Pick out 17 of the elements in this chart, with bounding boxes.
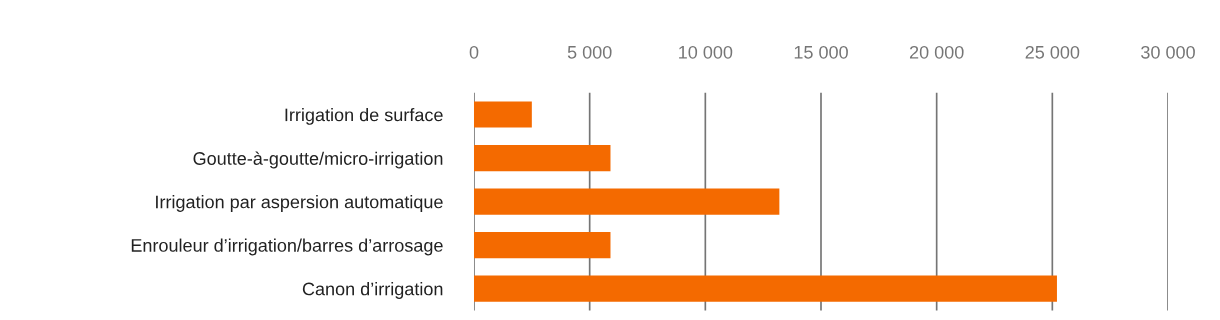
y-tick-label: Irrigation par aspersion automatique [156,195,443,212]
y-tick-label: Enrouleur d’irrigation/barres d’arrosage [131,238,443,256]
bar [474,188,780,215]
x-tick-label: 20 000 [909,45,964,59]
x-tick-label: 0 [469,45,479,59]
x-tick-label: 5 000 [567,45,612,59]
y-tick-label: Goutte-à-goutte/micro-irrigation [193,151,443,169]
bar [474,101,532,128]
bar [474,275,1057,302]
x-tick-label: 25 000 [1025,45,1080,59]
x-tick-label: 10 000 [679,45,733,59]
bar [474,232,611,259]
y-tick-label: Canon d’irrigation [302,282,443,299]
x-tick-label: 15 000 [794,45,848,59]
y-tick-label: Irrigation de surface [285,108,443,125]
x-tick-label: 30 000 [1141,45,1195,59]
bar [474,145,611,172]
